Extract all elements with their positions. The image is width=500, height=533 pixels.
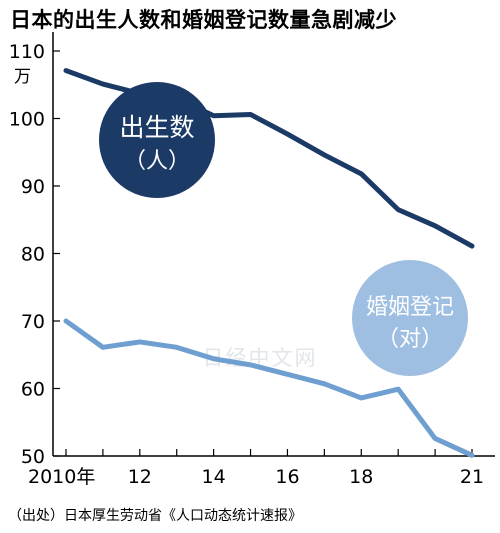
y-tick-label: 90: [21, 176, 45, 198]
series-line-marriages: [63, 318, 475, 458]
series-name-births: 出生数: [119, 113, 194, 142]
y-tick-label: 110: [9, 41, 45, 63]
series-unit-marriages: （对）: [377, 327, 443, 352]
series-badge-births: [99, 82, 215, 198]
series-name-marriages: 婚姻登记: [366, 295, 454, 320]
series-badge-marriages: [352, 260, 468, 376]
y-tick-label: 80: [21, 244, 45, 266]
y-tick-label: 50: [21, 446, 45, 468]
x-tick-label: 16: [275, 466, 299, 488]
y-tick-label: 70: [21, 311, 45, 333]
x-tick-label: 21: [460, 466, 484, 488]
chart-title: 日本的出生人数和婚姻登记数量急剧减少: [10, 8, 397, 32]
x-tick-label: 2010年: [28, 466, 95, 488]
x-tick-label: 12: [128, 466, 152, 488]
x-tick-label: 18: [349, 466, 373, 488]
y-tick-label: 60: [21, 379, 45, 401]
source-note: （出处）日本厚生劳动省《人口动态统计速报》: [8, 508, 302, 524]
y-tick-label: 100: [9, 109, 45, 131]
series-unit-births: （人）: [124, 149, 190, 174]
x-tick-label: 14: [202, 466, 226, 488]
y-unit-label: 万: [14, 67, 31, 87]
